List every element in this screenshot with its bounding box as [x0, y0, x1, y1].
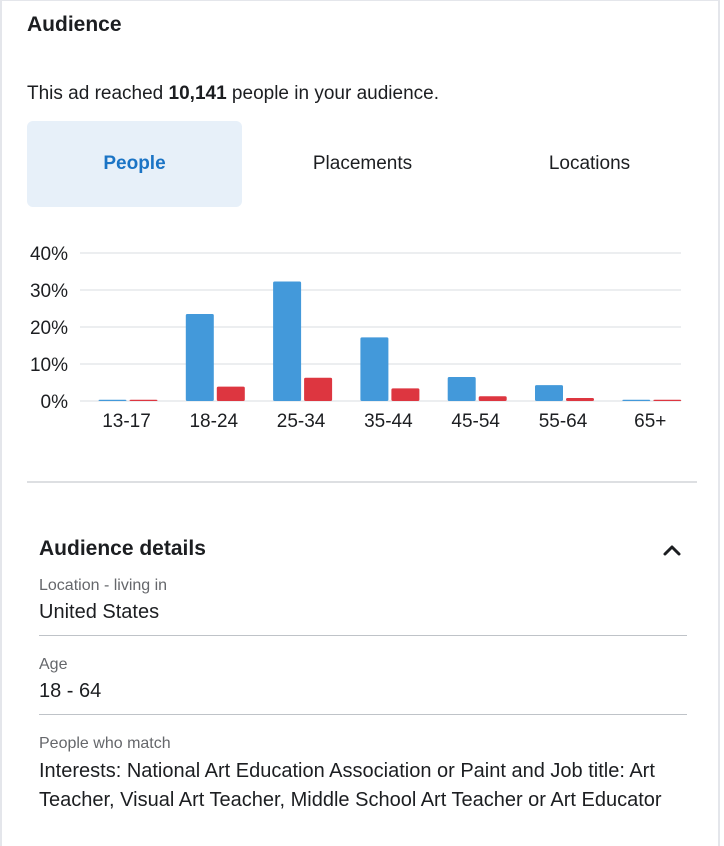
- match-label: People who match: [39, 735, 171, 752]
- age-distribution-chart: 0% 10% 20% 30% 40% 13-17 18-24 25-34 35-44 45-54 5…: [30, 244, 682, 432]
- bar: [447, 376, 476, 401]
- bar: [216, 386, 245, 401]
- y-tick-label: 20%: [30, 318, 68, 339]
- tab-people-label: People: [103, 153, 166, 174]
- bar: [129, 399, 158, 401]
- field-divider: [39, 714, 687, 715]
- bar: [478, 396, 507, 401]
- y-tick-label: 40%: [30, 244, 68, 265]
- y-tick-label: 30%: [30, 281, 68, 302]
- tab-placements-label: Placements: [312, 153, 413, 174]
- tab-people[interactable]: People: [27, 121, 242, 207]
- reach-summary: This ad reached 10,141 people in your au…: [27, 83, 439, 105]
- chevron-up-icon[interactable]: [660, 539, 684, 561]
- audience-title: Audience: [27, 13, 122, 36]
- x-tick-label: 45-54: [451, 411, 500, 432]
- x-tick-label: 55-64: [539, 411, 588, 432]
- bar: [653, 399, 682, 401]
- bar: [360, 337, 389, 401]
- tab-placements[interactable]: Placements: [255, 121, 470, 207]
- bar: [273, 281, 302, 401]
- section-divider: [27, 481, 697, 483]
- age-label: Age: [39, 656, 68, 673]
- x-tick-label: 18-24: [189, 411, 238, 432]
- age-value: 18 - 64: [39, 680, 102, 702]
- y-tick-label: 10%: [30, 355, 68, 376]
- match-value: Interests: National Art Education Associ…: [39, 760, 662, 811]
- tab-locations[interactable]: Locations: [482, 121, 697, 207]
- reach-count: 10,141: [168, 83, 227, 104]
- bar: [566, 398, 594, 401]
- bar: [185, 314, 214, 401]
- tab-locations-label: Locations: [548, 153, 631, 174]
- field-divider: [39, 635, 687, 636]
- bar: [304, 377, 333, 401]
- x-tick-label: 35-44: [364, 411, 413, 432]
- bar: [535, 385, 563, 401]
- reach-prefix: This ad reached: [27, 83, 169, 104]
- location-value: United States: [39, 601, 160, 623]
- x-tick-label: 25-34: [277, 411, 326, 432]
- audience-details-title: Audience details: [39, 537, 206, 560]
- reach-suffix: people in your audience.: [226, 83, 439, 104]
- y-tick-label: 0%: [41, 392, 69, 413]
- x-tick-label: 65+: [634, 411, 666, 432]
- bar: [98, 399, 127, 401]
- location-label: Location - living in: [39, 577, 168, 594]
- bar: [391, 388, 420, 401]
- x-tick-label: 13-17: [102, 411, 151, 432]
- bar: [622, 399, 651, 401]
